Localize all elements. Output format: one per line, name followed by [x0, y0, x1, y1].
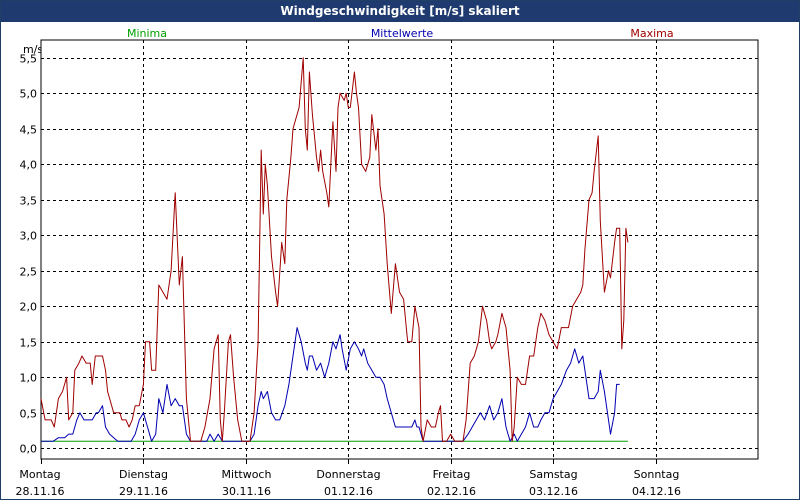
x-tick-day: Donnerstag — [316, 468, 380, 481]
y-axis-ticks: 0,0 0,5 1,0 1,5 2,0 2,5 3,0 3,5 4,0 4,5 5,0 5,5 — [20, 53, 38, 456]
y-tick-label: 2,5 — [20, 266, 38, 279]
x-tick-day: Montag — [19, 468, 60, 481]
x-tick-day: Sonntag — [634, 468, 680, 481]
legend-minima: Minima — [127, 27, 167, 40]
y-tick-label: 1,5 — [20, 337, 38, 350]
y-tick-label: 4,0 — [20, 159, 38, 172]
y-tick-label: 5,0 — [20, 88, 38, 101]
x-tick-day: Samstag — [529, 468, 577, 481]
x-tick-date: 02.12.16 — [427, 485, 476, 498]
series-line-maxima — [40, 57, 629, 442]
x-tick-date: 01.12.16 — [324, 485, 373, 498]
x-axis-ticks: Montag 28.11.16 Dienstag 29.11.16 Mittwoch 30… — [16, 459, 681, 498]
y-tick-label: 2,0 — [20, 301, 38, 314]
y-axis-label: m/s — [23, 43, 43, 56]
x-tick-date: 28.11.16 — [16, 485, 65, 498]
legend-maxima: Maxima — [630, 27, 673, 40]
y-tick-label: 0,5 — [20, 408, 38, 421]
window-title: Windgeschwindigkeit [m/s] skaliert — [1, 1, 799, 22]
y-tick-label: 0,0 — [20, 443, 38, 456]
plot-area — [40, 39, 759, 460]
grid-lines — [41, 40, 758, 459]
x-tick-date: 30.11.16 — [222, 485, 271, 498]
x-tick-day: Mittwoch — [222, 468, 272, 481]
x-tick-date: 29.11.16 — [119, 485, 168, 498]
y-tick-label: 5,5 — [20, 53, 38, 66]
y-tick-label: 3,0 — [20, 230, 38, 243]
x-tick-day: Dienstag — [119, 468, 168, 481]
series-lines — [40, 57, 629, 442]
x-tick-day: Freitag — [433, 468, 471, 481]
y-tick-label: 3,5 — [20, 195, 38, 208]
y-tick-label: 4,5 — [20, 124, 38, 137]
x-tick-date: 03.12.16 — [529, 485, 578, 498]
y-tick-label: 1,0 — [20, 372, 38, 385]
legend-mittelwerte: Mittelwerte — [371, 27, 434, 40]
series-line-mittelwerte — [41, 327, 620, 442]
x-tick-date: 04.12.16 — [632, 485, 681, 498]
